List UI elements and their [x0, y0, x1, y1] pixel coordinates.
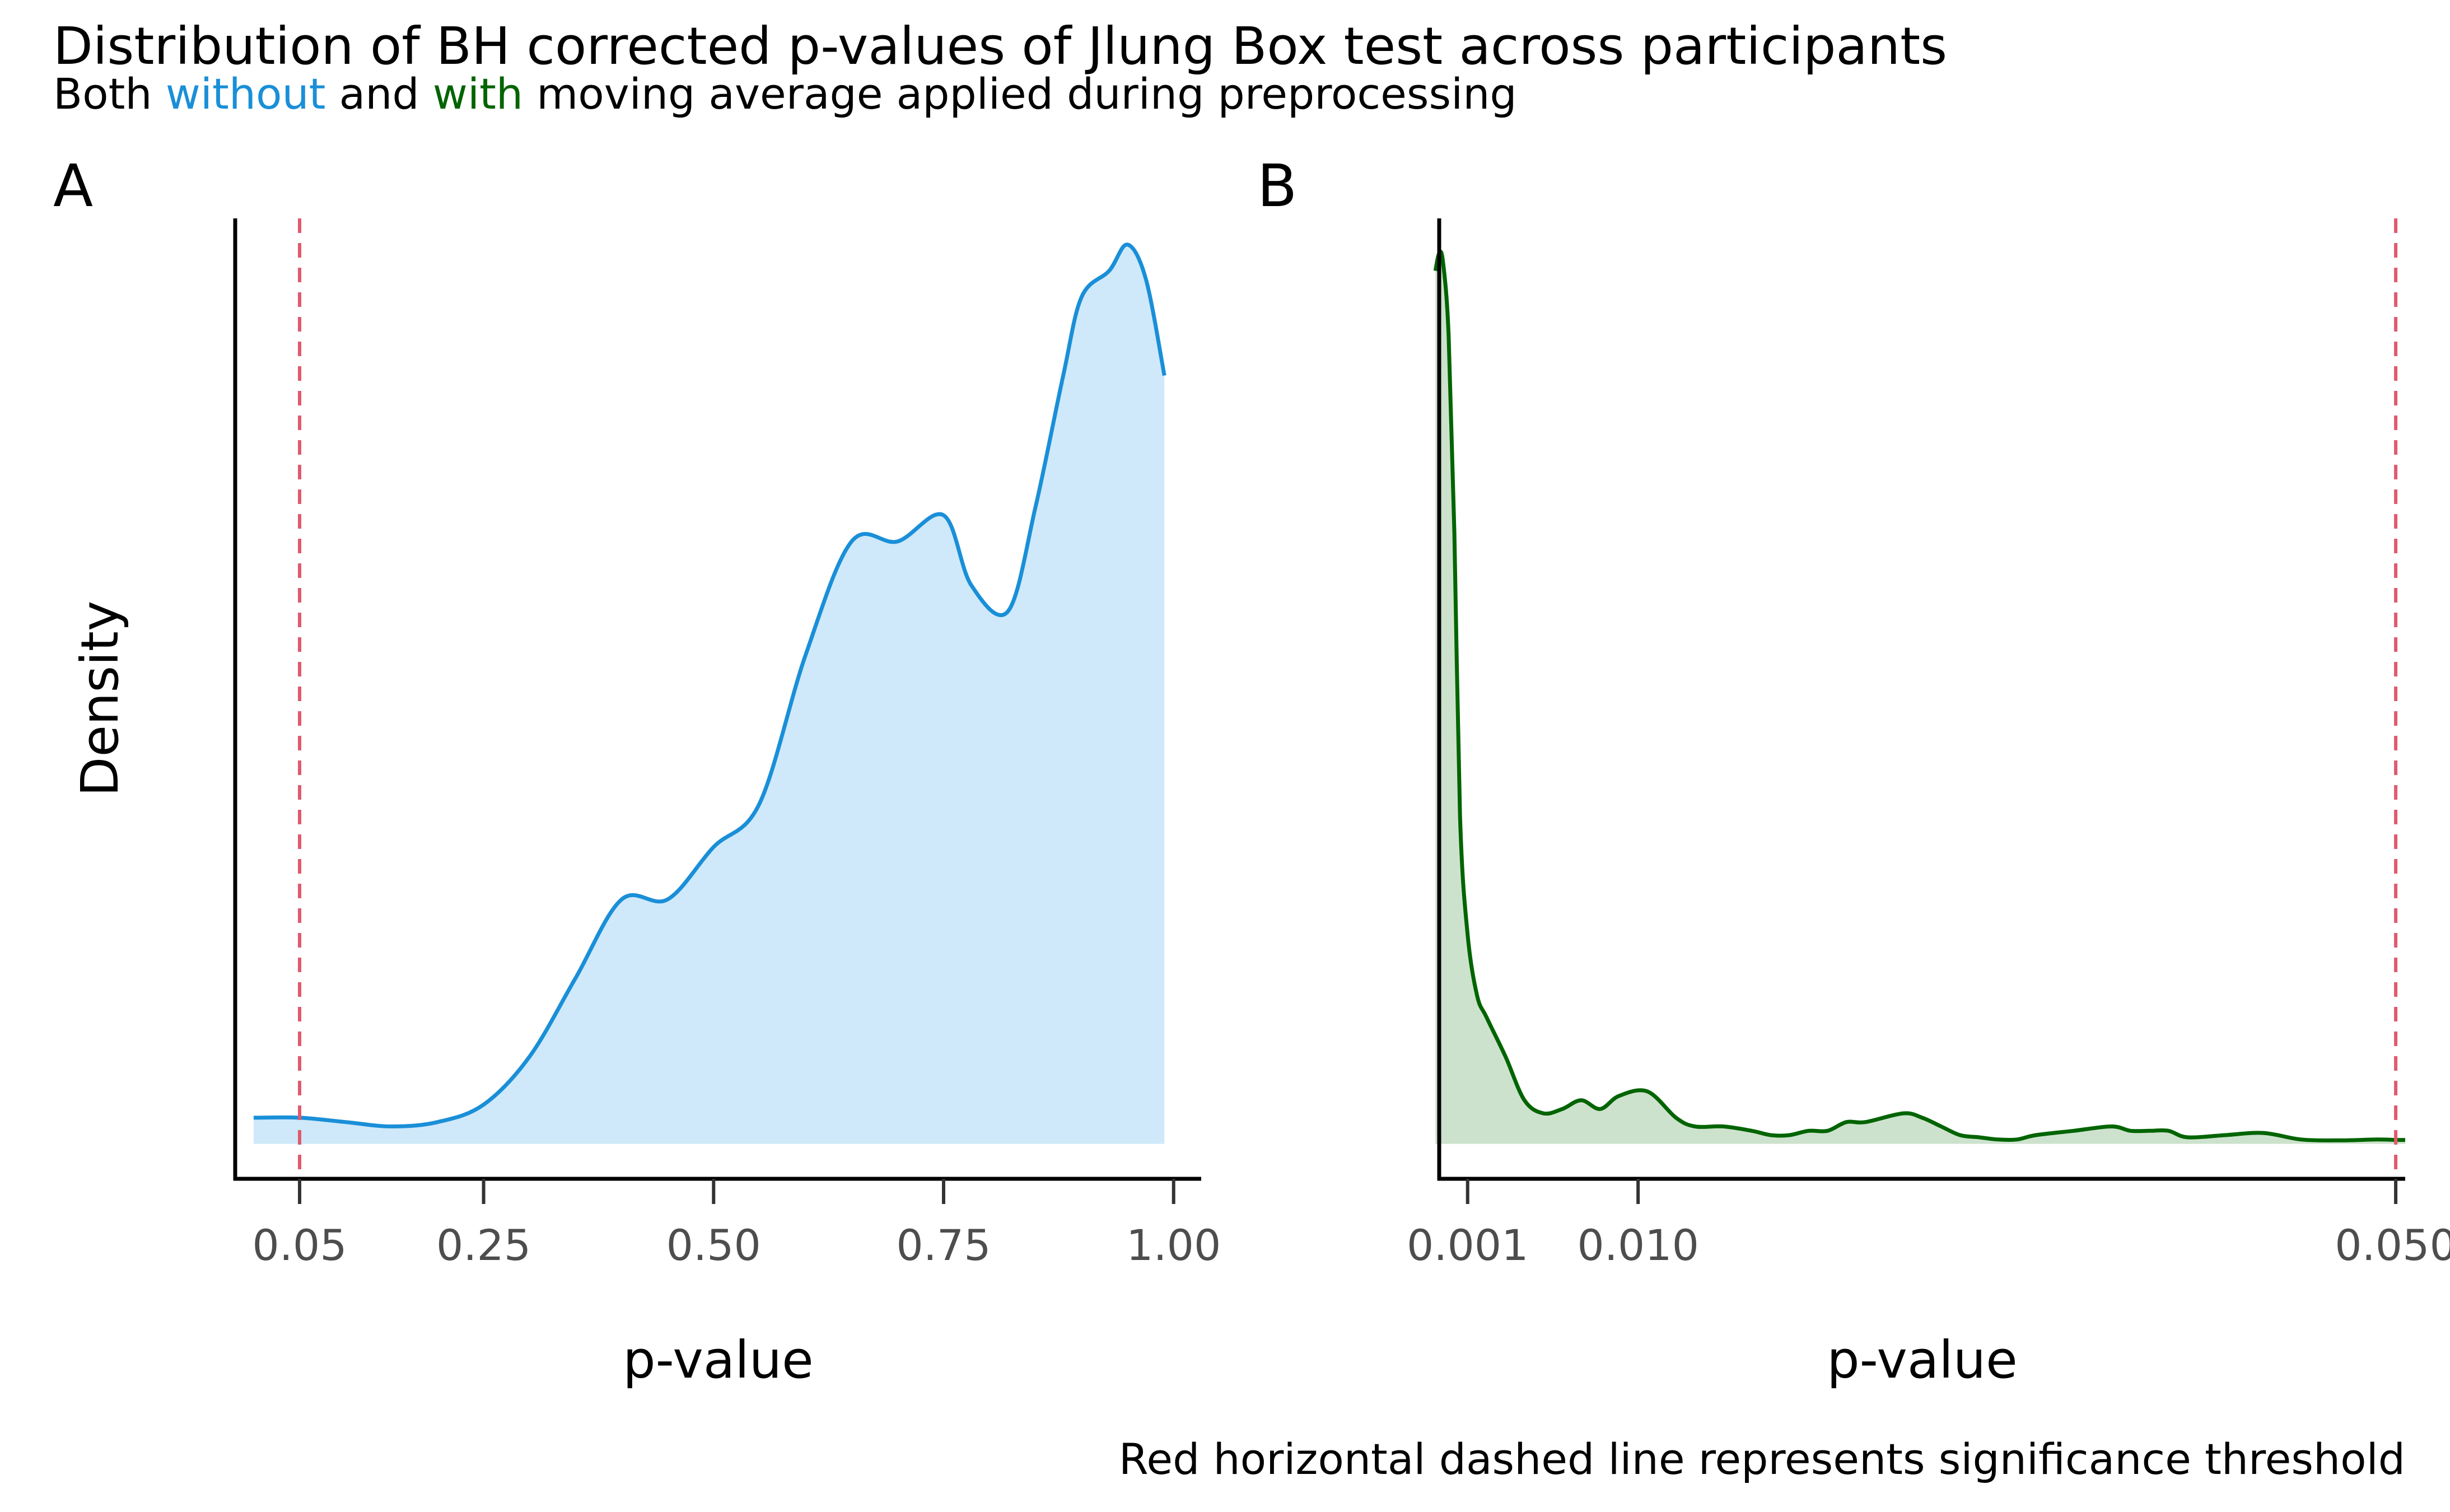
- chart-caption: Red horizontal dashed line represents si…: [1118, 1434, 2405, 1484]
- density-curve: [1433, 250, 2406, 1142]
- x-tick-label: 0.010: [1577, 1220, 1699, 1270]
- panel-tag-a: A: [53, 152, 93, 220]
- chart-title: Distribution of BH corrected p-values of…: [53, 16, 1948, 76]
- subtitle-part2: and: [325, 69, 433, 119]
- panel-tag-b: B: [1257, 152, 1297, 220]
- panel-b: 0.001 0.010 0.050 p-value B: [1257, 152, 2450, 1390]
- density-area: [253, 244, 1165, 1144]
- subtitle-part1: Both: [53, 69, 166, 119]
- density-area: [1435, 251, 2405, 1144]
- panel-a: 0.05 0.25 0.50 0.75 1.00 p-value Density A: [53, 152, 1221, 1390]
- x-tick-label: 0.75: [896, 1220, 991, 1270]
- subtitle-without: without: [165, 69, 326, 119]
- x-tick-label: 0.25: [436, 1220, 531, 1270]
- x-tick-label: 0.001: [1407, 1220, 1529, 1270]
- x-tick-label: 0.05: [252, 1220, 347, 1270]
- density-curve: [253, 242, 1166, 1129]
- subtitle-with: with: [432, 69, 524, 119]
- subtitle-part3: moving average applied during preprocess…: [523, 69, 1517, 119]
- y-axis-title: Density: [70, 601, 130, 797]
- chart-subtitle: Both without and with moving average app…: [53, 68, 1517, 120]
- x-axis-title: p-value: [1827, 1330, 2017, 1390]
- x-tick-label: 1.00: [1126, 1220, 1221, 1270]
- x-tick-label: 0.050: [2335, 1220, 2450, 1270]
- x-axis-title: p-value: [623, 1330, 813, 1390]
- x-tick-label: 0.50: [666, 1220, 761, 1270]
